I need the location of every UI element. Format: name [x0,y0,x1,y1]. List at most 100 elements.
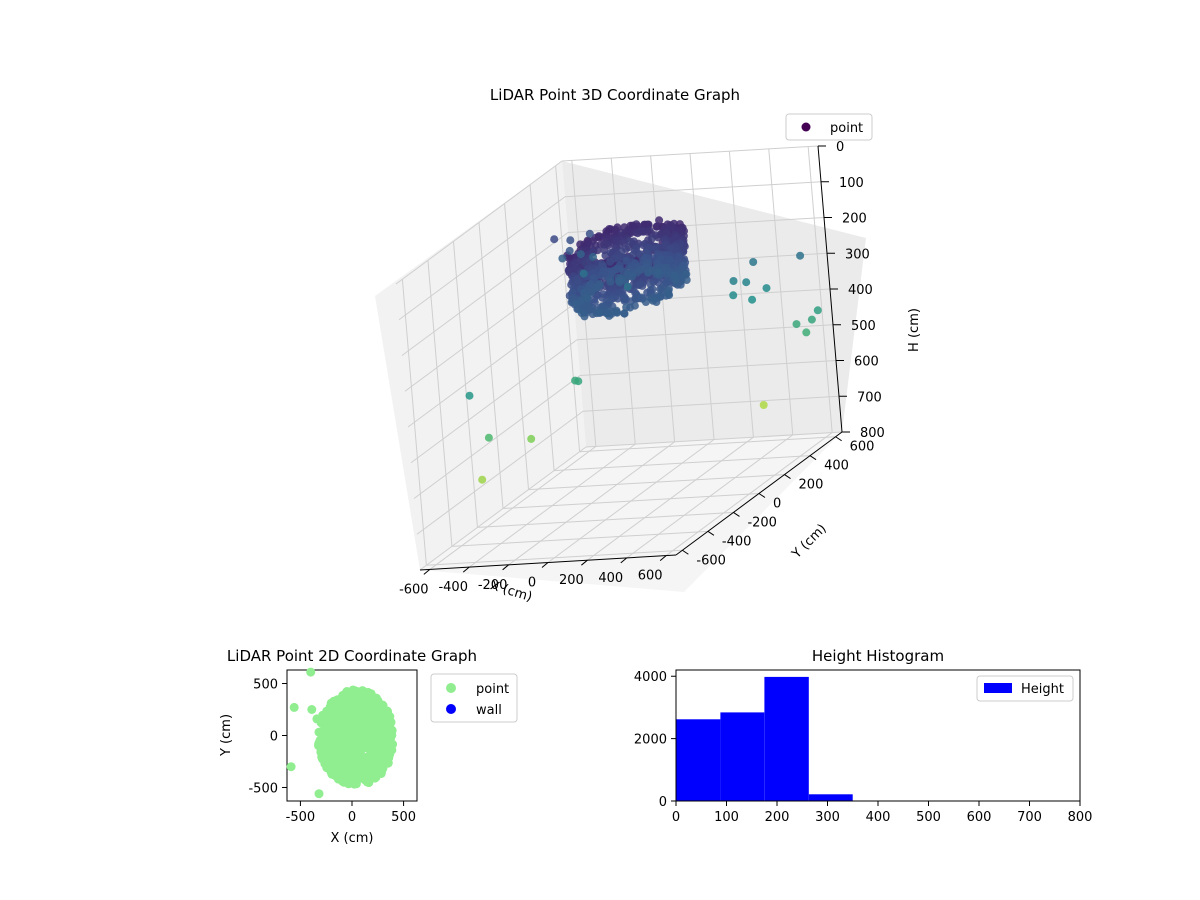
points-3d [465,216,822,484]
tick-x-3d-3 [541,562,549,568]
tick-label-z-3d-8: 800 [860,426,885,441]
histogram-bars [676,676,853,801]
point-3d [813,306,822,315]
grid-y-floor-1 [451,530,708,547]
point-2d [346,707,356,717]
tick-label-y-hist-1: 2000 [634,733,667,748]
legend-2d-marker-wall [446,704,456,714]
point-3d [589,274,598,283]
point-2d [348,700,358,710]
tick-y-3d-5 [809,455,817,461]
tick-label-x-hist-5: 500 [916,810,941,825]
point-3d [610,254,619,263]
grid-z-left-5 [410,339,578,464]
point-2d [341,766,350,776]
tick-label-x-hist-4: 400 [866,810,891,825]
point-3d [662,229,671,238]
point-3d [669,223,678,232]
grid-z-back-6 [579,360,837,376]
point-2d [366,719,376,729]
tick-label-y-3d-1: -400 [722,534,752,549]
point-2d [324,734,334,744]
tick-y-3d-3 [758,493,766,498]
point-3d [484,433,493,442]
point-3d [670,271,679,280]
chart-3d: LiDAR Point 3D Coordinate Graph -600 -400… [375,86,922,605]
point-3d [682,270,691,279]
tick-label-z-3d-5: 500 [851,319,876,334]
point-2d [321,756,330,766]
tick-label-y-hist-0: 0 [659,795,667,810]
point-3d [576,240,585,249]
point-3d [585,229,594,238]
grid-y-floor-2 [477,511,734,528]
tick-label-x-3d-2: -200 [478,578,508,593]
axis-z-3d [817,145,843,433]
point-3d [612,308,621,317]
legend-2d-label-point: point [476,682,509,697]
tick-label-x-2d-1: 0 [348,810,356,825]
point-3d [605,311,614,320]
point-3d [583,294,592,303]
ylabel-3d: Y (cm) [789,521,830,562]
point-2d [333,699,343,709]
point-3d [572,299,581,308]
tick-label-x-hist-6: 600 [967,810,992,825]
point-3d [558,254,567,263]
point-2d [373,719,383,729]
tick-y-3d-0 [682,549,689,555]
chart-histogram: Height Histogram 0 100 200 300 400 500 600 700 8… [634,647,1093,825]
tick-label-z-3d-7: 700 [857,390,882,405]
tick-label-y-3d-2: -200 [747,515,777,530]
point-3d [606,248,615,257]
point-2d [328,705,337,715]
point-3d [527,434,536,443]
tick-x-3d-6 [659,555,667,561]
point-3d [478,475,487,484]
grid-z-left-4 [407,303,575,428]
point-2d-outlier [306,667,316,677]
point-3d [748,295,757,304]
grid-z-left-8 [419,446,587,571]
tick-x-3d-0 [423,569,431,575]
point-3d [465,391,474,400]
point-2d [353,771,363,781]
point-3d [593,283,602,292]
ticks-3d: -600 -400 -200 0 200 400 600-600-400-200020040… [399,140,885,597]
grid-z-left-2 [401,232,569,356]
point-3d [628,272,637,281]
point-3d [566,236,575,245]
histogram-bar-2 [764,676,809,801]
point-3d [667,244,675,253]
tick-label-z-3d-2: 200 [842,212,867,227]
point-2d-outlier [289,702,299,712]
chart-3d-title: LiDAR Point 3D Coordinate Graph [490,86,740,104]
point-3d [649,296,657,305]
tick-label-z-3d-3: 300 [845,247,870,262]
point-2d [385,712,395,721]
histogram-ticks: 0 100 200 300 400 500 600 700 800 0 2000 4000 [634,670,1093,825]
tick-label-y-3d-5: 400 [824,459,849,474]
tick-label-x-3d-5: 400 [598,571,623,586]
point-2d [348,685,358,695]
tick-label-z-3d-1: 100 [839,176,864,191]
tick-label-z-3d-4: 400 [848,283,873,298]
point-3d [587,288,595,297]
tick-label-x-hist-0: 0 [672,810,680,825]
point-3d [565,246,574,255]
point-3d [644,268,653,276]
point-3d [622,256,631,265]
legend-histogram-frame [976,675,1074,702]
point-3d [762,284,771,293]
legend-histogram-label: Height [1021,682,1064,697]
point-3d [664,290,673,299]
tick-label-y-3d-3: 0 [773,497,781,512]
tick-label-x-hist-7: 700 [1017,810,1042,825]
grid-z-left-6 [413,375,581,499]
point-3d [576,250,585,259]
point-3d [742,278,751,287]
point-2d [319,725,329,735]
grid-z-back-8 [585,431,843,448]
point-3d [645,226,654,235]
tick-label-x-3d-0: -600 [399,582,429,597]
